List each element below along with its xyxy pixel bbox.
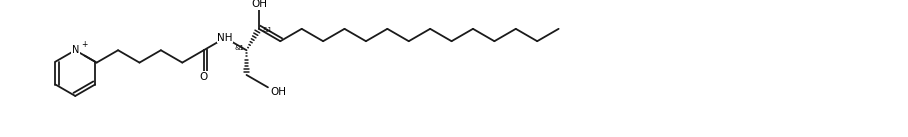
Text: NH: NH bbox=[217, 33, 232, 43]
Text: +: + bbox=[82, 40, 88, 49]
Text: OH: OH bbox=[251, 0, 267, 9]
Text: OH: OH bbox=[271, 87, 287, 97]
Text: &1: &1 bbox=[235, 45, 245, 51]
Text: N: N bbox=[72, 45, 79, 55]
Text: &1: &1 bbox=[262, 27, 272, 33]
Text: O: O bbox=[200, 72, 208, 82]
